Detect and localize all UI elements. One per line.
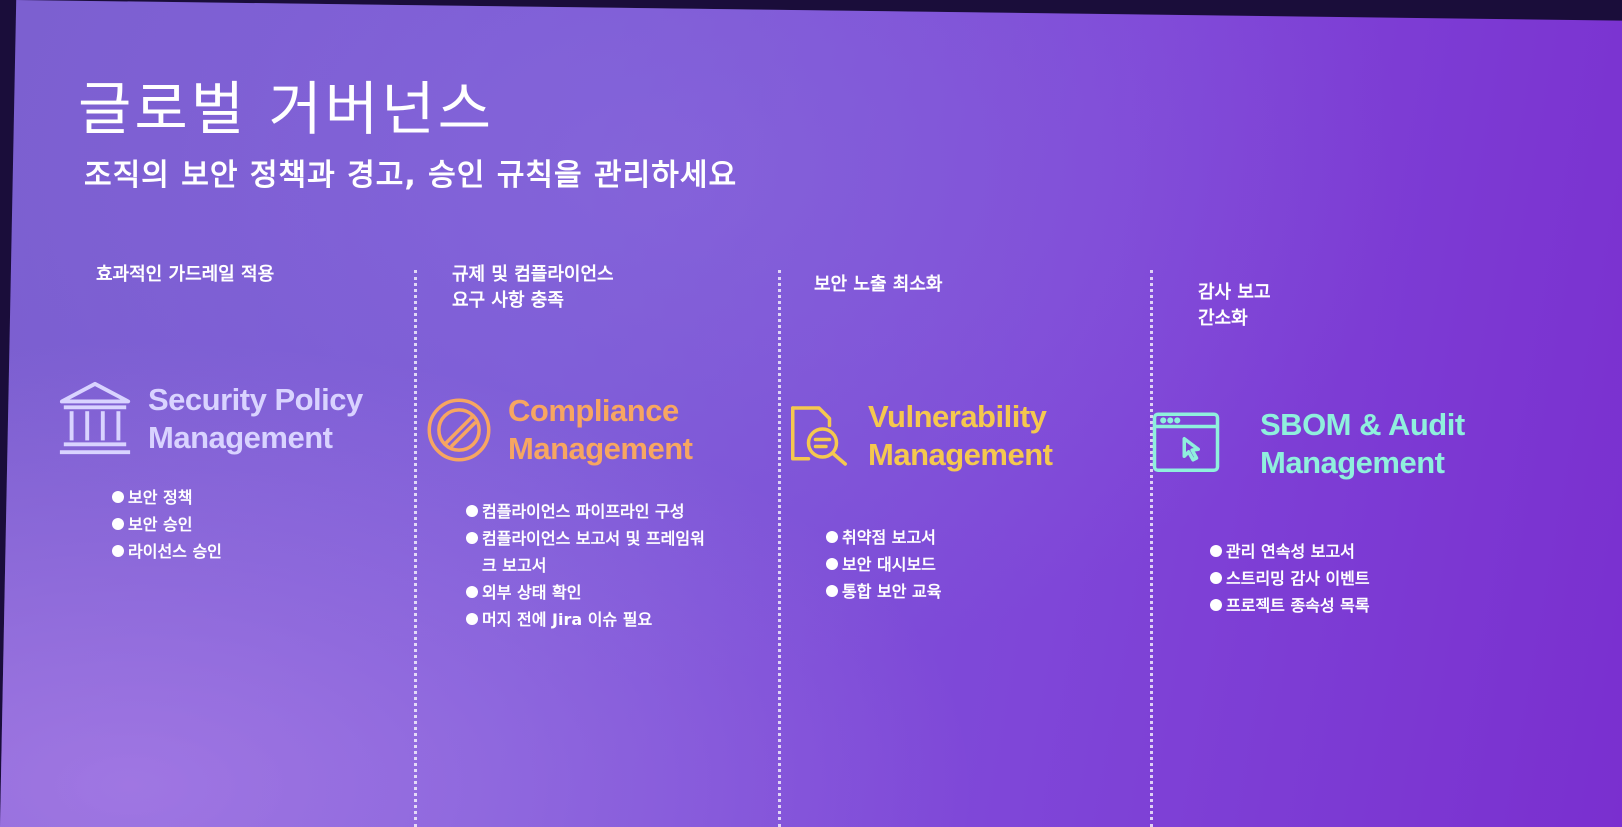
institution-icon	[59, 381, 131, 455]
list-item: 프로젝트 종속성 목록	[1210, 592, 1370, 619]
column-heading: 감사 보고 간소화	[1198, 282, 1271, 329]
product-security-policy: Security Policy Management	[56, 380, 363, 458]
column-heading: 효과적인 가드레일 적용	[96, 264, 275, 285]
list-item: 머지 전에 Jira 이슈 필요	[466, 606, 706, 633]
slide-title: 글로벌 거버넌스	[78, 75, 494, 143]
list-item: 스트리밍 감사 이벤트	[1210, 565, 1370, 592]
feature-list: 보안 정책 보안 승인 라이선스 승인	[112, 484, 222, 565]
column-heading: 보안 노출 최소화	[814, 274, 943, 295]
column-security-policy: 효과적인 가드레일 적용	[96, 262, 436, 288]
list-item: 통합 보안 교육	[826, 578, 941, 605]
slide-subtitle: 조직의 보안 정책과 경고, 승인 규칙을 관리하세요	[84, 158, 738, 193]
column-divider	[1150, 270, 1153, 827]
feature-list: 컴플라이언스 파이프라인 구성 컴플라이언스 보고서 및 프레임워크 보고서 외…	[466, 498, 706, 633]
feature-list: 관리 연속성 보고서 스트리밍 감사 이벤트 프로젝트 종속성 목록	[1210, 538, 1370, 619]
browser-window-icon	[1152, 412, 1220, 472]
column-compliance: 규제 및 컴플라이언스 요구 사항 충족	[452, 262, 792, 314]
product-name: Compliance Management	[508, 393, 693, 466]
list-item: 취약점 보고서	[826, 524, 941, 551]
product-name: SBOM & Audit Management	[1260, 407, 1465, 480]
document-search-icon	[791, 406, 847, 466]
column-sbom-audit: 감사 보고 간소화	[1198, 280, 1538, 332]
list-item: 컴플라이언스 보고서 및 프레임워크 보고서	[466, 525, 706, 579]
product-name: Security Policy Management	[148, 382, 363, 455]
list-item: 라이선스 승인	[112, 538, 222, 565]
product-name: Vulnerability Management	[868, 399, 1053, 472]
list-item: 관리 연속성 보고서	[1210, 538, 1370, 565]
feature-list: 취약점 보고서 보안 대시보드 통합 보안 교육	[826, 524, 941, 605]
list-item: 보안 정책	[112, 484, 222, 511]
column-vulnerability: 보안 노출 최소화	[814, 272, 1154, 298]
column-divider	[778, 270, 781, 827]
list-item: 외부 상태 확인	[466, 579, 706, 606]
column-heading: 규제 및 컴플라이언스 요구 사항 충족	[452, 264, 614, 311]
list-item: 보안 대시보드	[826, 551, 941, 578]
product-compliance: Compliance Management	[424, 392, 693, 468]
no-entry-icon	[427, 398, 491, 462]
column-divider	[414, 270, 417, 827]
list-item: 보안 승인	[112, 511, 222, 538]
product-sbom-audit: SBOM & Audit Management	[1148, 406, 1465, 482]
product-vulnerability: Vulnerability Management	[784, 398, 1053, 474]
list-item: 컴플라이언스 파이프라인 구성	[466, 498, 706, 525]
